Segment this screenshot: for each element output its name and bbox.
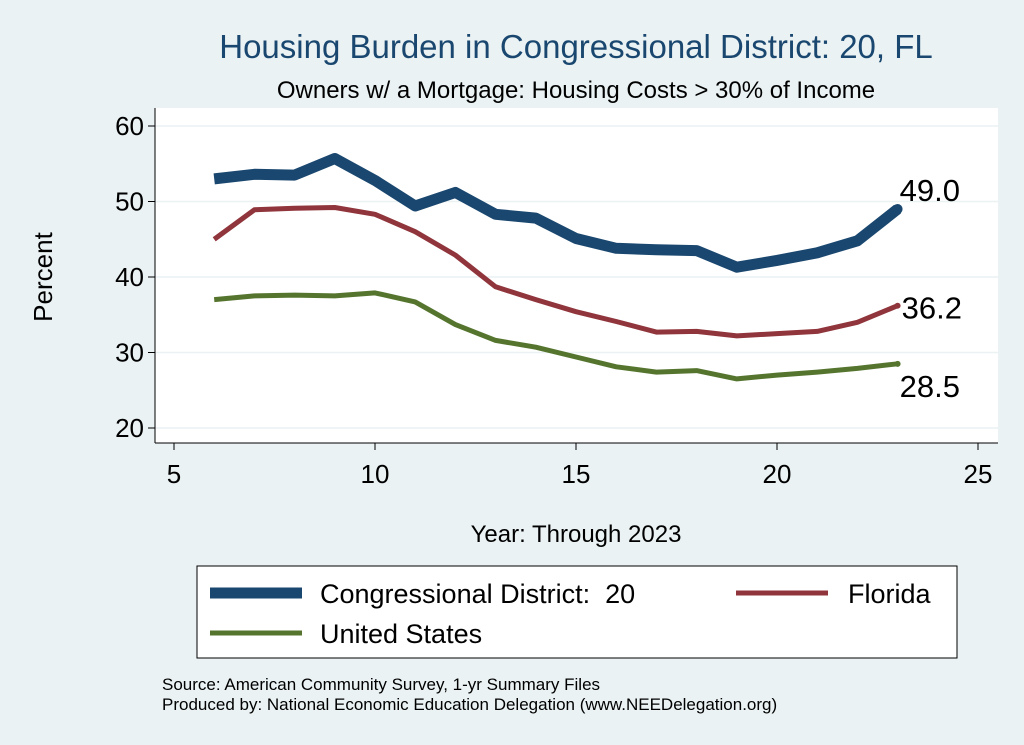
series-end-marker xyxy=(892,204,903,215)
y-tick-label: 60 xyxy=(115,111,144,141)
legend-box xyxy=(196,565,958,659)
chart-title: Housing Burden in Congressional District… xyxy=(219,28,933,65)
end-value-label: 28.5 xyxy=(900,369,960,404)
y-tick-label: 40 xyxy=(115,262,144,292)
gridlines xyxy=(155,125,998,429)
y-tick-label: 50 xyxy=(115,187,144,217)
chart-subtitle: Owners w/ a Mortgage: Housing Costs > 30… xyxy=(277,77,875,104)
produced-by-note: Produced by: National Economic Education… xyxy=(162,695,777,714)
x-tick-label: 15 xyxy=(562,459,591,489)
end-labels: 49.0 36.2 28.5 xyxy=(900,173,962,404)
x-axis-label: Year: Through 2023 xyxy=(471,521,682,548)
legend-label-us: United States xyxy=(320,619,482,649)
y-tick-label: 20 xyxy=(115,413,144,443)
series-line-district xyxy=(213,153,902,273)
y-tick-label: 30 xyxy=(115,338,144,368)
y-axis-label: Percent xyxy=(28,231,58,321)
series-lines xyxy=(212,153,903,382)
series-line-florida xyxy=(212,205,899,339)
legend-label-florida: Florida xyxy=(848,579,932,609)
x-tick-label: 10 xyxy=(361,459,390,489)
x-tick-label: 20 xyxy=(763,459,792,489)
plot-area xyxy=(155,108,998,443)
legend-label-district: Congressional District: 20 xyxy=(320,579,635,609)
end-value-label: 36.2 xyxy=(902,291,962,326)
series-end-marker xyxy=(894,360,901,367)
end-value-label: 49.0 xyxy=(900,173,960,208)
axes: 20 30 40 50 60 5 10 15 20 25 xyxy=(115,108,998,489)
series-end-marker xyxy=(894,302,901,309)
source-note: Source: American Community Survey, 1-yr … xyxy=(162,675,600,694)
x-tick-label: 5 xyxy=(167,459,181,489)
series-line-us xyxy=(213,290,898,382)
x-tick-label: 25 xyxy=(964,459,993,489)
